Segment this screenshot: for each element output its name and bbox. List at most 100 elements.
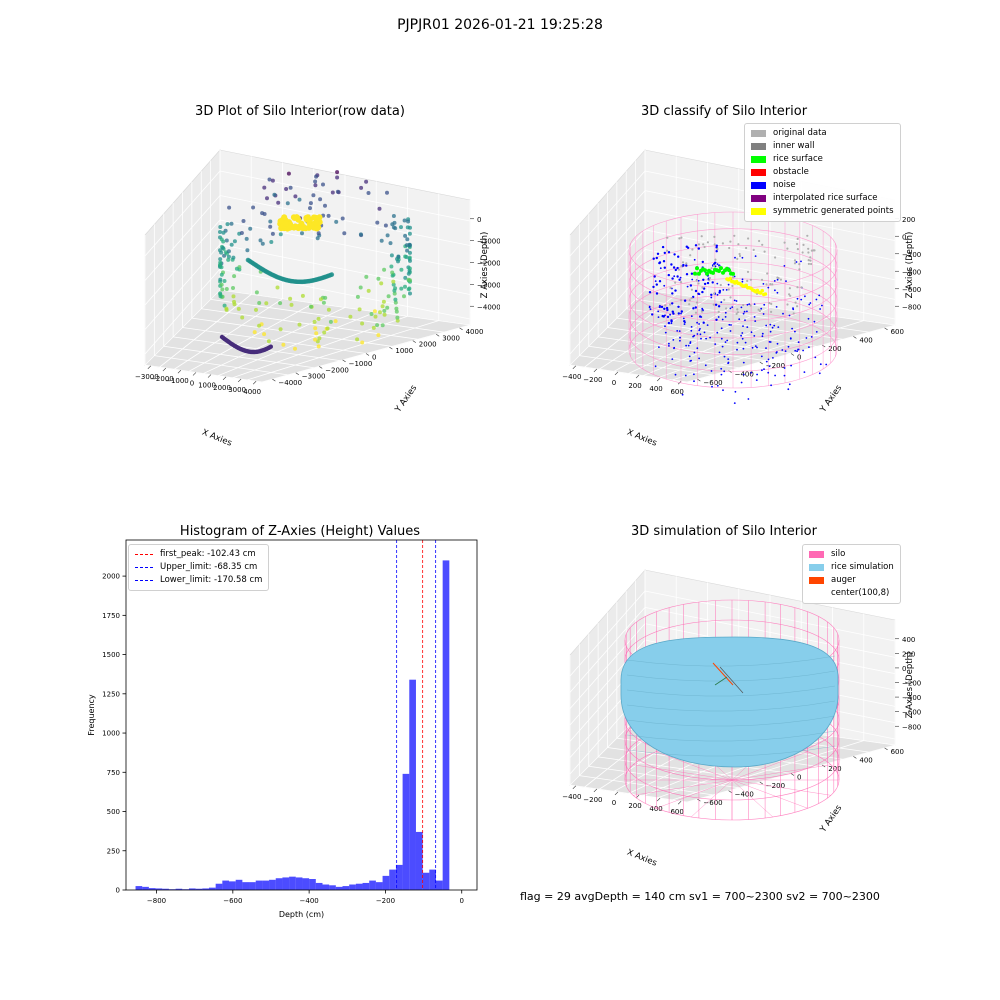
p2-original-point <box>749 278 752 281</box>
p2-noise-point <box>717 316 720 318</box>
histogram-bar <box>422 872 430 890</box>
p2-original-point <box>688 299 691 302</box>
p1-data-point <box>313 179 318 184</box>
p1-data-point <box>385 233 390 238</box>
p2-y-tick <box>790 353 795 356</box>
p1-y-tick <box>365 353 370 356</box>
p2-original-point <box>701 286 704 289</box>
p1-data-point <box>227 205 232 210</box>
p2-noise-point <box>715 250 718 253</box>
p1-data-point <box>265 196 269 201</box>
p4-rice-mesh-line <box>626 745 836 757</box>
legend-swatch <box>809 590 824 597</box>
p2-noise-point <box>692 307 695 310</box>
p1-data-point <box>376 333 381 338</box>
p2-noise-point <box>744 341 747 344</box>
p2-original-point <box>697 282 700 285</box>
p1-data-point <box>403 254 408 259</box>
p4-z-tick-label: −600 <box>902 709 921 717</box>
p2-noise-point <box>681 393 684 396</box>
p4-silo-spoke <box>731 779 808 809</box>
p1-data-point <box>224 287 229 291</box>
p1-data-point <box>355 294 360 299</box>
legend-entry: noise <box>751 179 894 192</box>
p1-data-point <box>222 303 227 308</box>
p1-data-point <box>272 192 277 197</box>
p2-noise-point <box>753 316 756 318</box>
p4-rice-mesh-line <box>626 670 836 682</box>
p2-noise-point <box>667 251 671 254</box>
p1-data-point <box>231 286 235 290</box>
p2-original-point <box>765 283 768 286</box>
p2-original-point <box>769 283 772 286</box>
legend-label: center(100,8) <box>831 588 890 598</box>
p1-data-point <box>260 241 265 246</box>
p1-data-point <box>277 218 284 225</box>
p2-noise-point <box>697 292 700 295</box>
p2-original-point <box>789 294 792 297</box>
p2-rice-surface-point <box>727 268 731 273</box>
p2-noise-point <box>767 358 770 361</box>
p2-noise-point <box>787 345 790 348</box>
p2-noise-point <box>746 326 749 328</box>
p2-noise-point <box>754 345 757 347</box>
p2-noise-point <box>744 319 746 321</box>
p2-noise-point <box>671 302 674 305</box>
histogram-bar <box>175 888 183 890</box>
p2-noise-point <box>761 335 764 338</box>
p2-noise-point <box>687 344 690 347</box>
p2-noise-point <box>746 310 748 313</box>
panel2-title: 3D classify of Silo Interior <box>640 104 808 119</box>
p2-grid-line <box>644 268 896 320</box>
p2-noise-point <box>722 289 725 291</box>
p2-noise-point <box>741 280 744 283</box>
p2-y-tick <box>853 336 857 339</box>
p2-original-point <box>721 242 724 245</box>
histogram-bar <box>309 879 316 890</box>
legend-label: inner wall <box>773 141 815 151</box>
p2-noise-point <box>711 385 713 388</box>
p2-original-point <box>796 305 799 308</box>
p2-rice-surface-point <box>703 268 707 273</box>
p1-data-point <box>403 284 407 289</box>
histogram-bar <box>202 888 209 890</box>
histogram-frame <box>125 539 478 891</box>
p2-noise-point <box>770 384 772 387</box>
p2-noise-point <box>694 289 698 293</box>
p2-noise-point <box>783 374 786 377</box>
p1-data-point <box>402 294 406 299</box>
p2-original-point <box>731 284 734 288</box>
p1-y-tick <box>342 359 346 363</box>
p2-noise-point <box>743 310 746 313</box>
p2-noise-point <box>794 330 796 333</box>
histogram-bar <box>369 880 376 890</box>
p2-noise-point <box>796 350 798 353</box>
p2-symmetric-point <box>728 276 732 281</box>
p4-grid-line <box>598 756 766 782</box>
p1-data-point <box>364 274 369 279</box>
p4-x-tick <box>572 785 577 790</box>
p2-noise-point <box>696 321 698 324</box>
histogram-bar <box>395 864 403 890</box>
p2-noise-point <box>787 388 790 391</box>
p1-data-point <box>358 285 363 290</box>
p2-noise-point <box>662 260 666 263</box>
p1-data-point <box>264 301 269 306</box>
legend-label: auger <box>831 575 856 585</box>
p1-grid-line <box>144 170 221 257</box>
p2-noise-point <box>741 278 744 281</box>
p2-noise-point <box>809 302 812 304</box>
p2-noise-point <box>670 322 673 325</box>
p1-data-point <box>218 257 223 262</box>
panel4-legend: silo rice simulation auger center(100,8) <box>802 544 901 604</box>
p2-y-axis-label: Y Axies <box>818 383 845 415</box>
p1-data-point <box>316 344 321 349</box>
p2-noise-point <box>740 334 742 337</box>
p2-silo-ring <box>628 295 838 372</box>
p1-data-point <box>289 302 294 307</box>
p2-original-point <box>779 278 782 281</box>
p1-data-point <box>276 200 281 205</box>
p1-data-point <box>326 213 331 218</box>
p4-z-tick-label: −400 <box>902 694 921 702</box>
p2-noise-point <box>769 341 772 343</box>
